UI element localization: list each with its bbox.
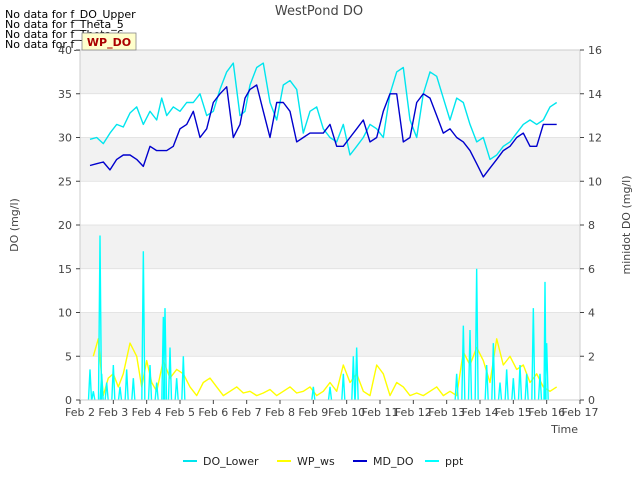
y-tick-label-7: 35	[58, 88, 72, 101]
legend: DO_Lower WP_ws MD_DO ppt	[183, 455, 464, 468]
x-axis-label: Time	[550, 423, 578, 436]
y2-tick-label-3: 6	[588, 263, 595, 276]
series-ppt	[87, 235, 549, 401]
legend-label-ppt: ppt	[445, 455, 464, 468]
series-WP_ws	[92, 338, 558, 397]
x-tick-label-8: Feb 10	[328, 406, 365, 419]
x-tick-label-4: Feb 6	[198, 406, 228, 419]
x-tick-label-13: Feb 15	[495, 406, 532, 419]
band-5	[80, 137, 580, 182]
band-2	[80, 268, 580, 313]
x-tick-label-10: Feb 12	[395, 406, 432, 419]
y2-tick-label-1: 2	[588, 350, 595, 363]
x-tick-label-6: Feb 8	[265, 406, 295, 419]
band-4	[80, 181, 580, 225]
y2-axis-label: minidot DO (mg/l)	[620, 176, 633, 275]
band-3	[80, 225, 580, 269]
x-tick-label-15: Feb 17	[562, 406, 599, 419]
y-tick-label-8: 40	[58, 44, 72, 57]
x-tick-label-9: Feb 11	[362, 406, 399, 419]
series-lines	[87, 62, 558, 401]
legend-label-WP_ws: WP_ws	[297, 455, 335, 468]
no-data-msg-1: No data for f_DO_Upper	[5, 8, 136, 21]
y2-tick-label-0: 0	[588, 394, 595, 407]
band-6	[80, 93, 580, 138]
y-tick-label-2: 10	[58, 307, 72, 320]
legend-label-MD_DO: MD_DO	[373, 455, 414, 468]
y2-axis-ticks: 0 2 4 6 8 10 12 14 16	[580, 44, 602, 407]
y2-tick-label-8: 16	[588, 44, 602, 57]
x-tick-label-0: Feb 2	[65, 406, 95, 419]
y2-tick-label-6: 12	[588, 132, 602, 145]
chart-title: WestPond DO	[275, 4, 363, 19]
series-MD_DO	[89, 84, 557, 178]
annotation-box: WP_DO	[81, 32, 137, 51]
y-axis-ticks: 0 5 10 15 20 25 30 35 40	[58, 44, 80, 407]
x-tick-label-7: Feb 9	[298, 406, 328, 419]
series-DO_Lower	[89, 62, 558, 161]
y2-tick-label-2: 4	[588, 307, 595, 320]
x-tick-label-2: Feb 4	[132, 406, 162, 419]
band-1	[80, 312, 580, 357]
no-data-msg-2: No data for f_Theta_5	[5, 18, 124, 31]
band-7	[80, 50, 580, 94]
x-tick-label-12: Feb 14	[462, 406, 499, 419]
y-tick-label-4: 20	[58, 219, 72, 232]
y-tick-label-1: 5	[65, 350, 72, 363]
x-tick-label-5: Feb 7	[232, 406, 262, 419]
y-tick-label-5: 25	[58, 175, 72, 188]
y-tick-label-3: 15	[58, 263, 72, 276]
y-tick-label-0: 0	[65, 394, 72, 407]
no-data-msg-4: No data for f_Theta_7	[5, 38, 124, 51]
x-tick-label-14: Feb 16	[528, 406, 565, 419]
y2-tick-label-4: 8	[588, 219, 595, 232]
x-tick-label-3: Feb 5	[165, 406, 195, 419]
no-data-msg-3: No data for f_Theta_6	[5, 28, 124, 41]
legend-label-DO_Lower: DO_Lower	[203, 455, 259, 468]
y-tick-label-6: 30	[58, 132, 72, 145]
y2-tick-label-5: 10	[588, 175, 602, 188]
x-tick-label-1: Feb 3	[98, 406, 128, 419]
annotation-text: WP_DO	[87, 36, 131, 49]
y-axis-label: DO (mg/l)	[8, 198, 21, 252]
y2-tick-label-7: 14	[588, 88, 602, 101]
x-axis-ticks: Feb 2 Feb 3 Feb 4 Feb 5 Feb 6 Feb 7 Feb 8 Feb 9…	[65, 400, 598, 419]
x-tick-label-11: Feb 13	[428, 406, 465, 419]
